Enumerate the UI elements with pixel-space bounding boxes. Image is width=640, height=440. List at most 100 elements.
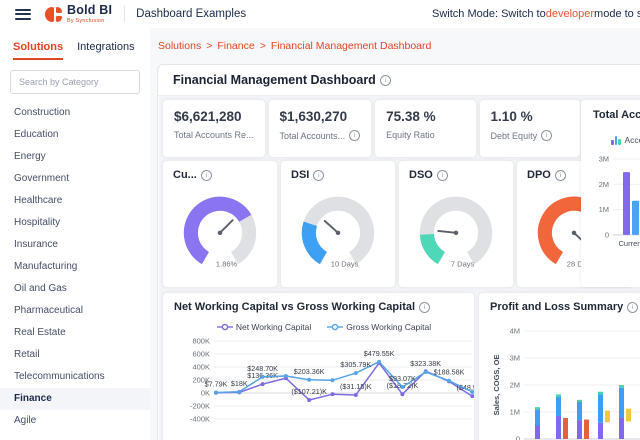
switch-mode-text: Switch Mode: Switch to	[432, 8, 546, 20]
sidebar-item-insurance[interactable]: Insurance	[14, 239, 58, 250]
svg-text:$305.79K: $305.79K	[340, 360, 371, 369]
y-axis-label: Sales, COGS, OE	[492, 355, 501, 416]
svg-text:0: 0	[605, 230, 609, 239]
svg-text:($48.50)K: ($48.50)K	[457, 383, 474, 392]
breadcrumb-item-solutions[interactable]: Solutions	[158, 40, 202, 52]
svg-text:4M: 4M	[510, 327, 520, 336]
gauge-value-label: 28 Days	[567, 260, 595, 269]
svg-text:$323.38K: $323.38K	[410, 359, 441, 368]
kpi-value: 1.10 %	[490, 109, 533, 124]
kpi-card-equity-ratio: 75.38 % Equity Ratio	[375, 100, 476, 157]
total-accounts-card: Total Accou Acco... 3M 2M 1M 0 Current	[581, 100, 640, 287]
gauge-title: DSI	[291, 169, 310, 181]
svg-text:400K: 400K	[192, 363, 210, 372]
brand-subtitle: By Syncfusion	[67, 17, 105, 24]
kpi-value: $6,621,280	[174, 109, 242, 124]
breadcrumb-item-finance[interactable]: Finance	[217, 40, 255, 52]
sidebar-item-pharmaceutical[interactable]: Pharmaceutical	[14, 305, 83, 316]
hamburger-menu-icon[interactable]	[15, 8, 31, 20]
total-accounts-legend[interactable]: Acco...	[611, 135, 640, 145]
kpi-card-total-accounts: $1,630,270 Total Accounts... i	[268, 100, 372, 157]
gauge-title: Cu...	[173, 169, 197, 181]
svg-text:2M: 2M	[599, 180, 609, 189]
kpi-label: Total Accounts Re...	[174, 130, 254, 140]
svg-text:$18K: $18K	[231, 379, 248, 388]
svg-text:3M: 3M	[510, 354, 520, 363]
legend-item-gross-working-capital[interactable]: Gross Working Capital	[327, 322, 431, 332]
kpi-value: 75.38 %	[386, 109, 436, 124]
sidebar-item-construction[interactable]: Construction	[14, 107, 71, 118]
gauge-title: DSO	[409, 169, 433, 181]
info-icon[interactable]: i	[200, 169, 212, 181]
legend-label: Acco...	[624, 135, 640, 145]
kpi-card-debt-equity: 1.10 % Debt Equity i	[479, 100, 580, 157]
switch-mode-text-suffix: mode to see	[594, 8, 640, 20]
svg-text:$7.79K: $7.79K	[205, 379, 228, 388]
working-capital-chart: 800K600K400K200K0K-200K-400K$136.36K($10…	[190, 337, 488, 424]
svg-text:Current: Current	[618, 239, 640, 248]
sidebar-tabs: Solutions Integrations	[0, 28, 150, 60]
info-icon[interactable]: i	[436, 169, 448, 181]
working-capital-title: Net Working Capital vs Gross Working Cap…	[174, 301, 416, 313]
sidebar-item-healthcare[interactable]: Healthcare	[14, 195, 63, 206]
kpi-label: Equity Ratio	[386, 130, 435, 140]
gauge-value-label: 1.86%	[216, 260, 238, 269]
gauge-card-dso: DSO i 7 Days	[399, 161, 513, 287]
svg-text:3M: 3M	[599, 155, 609, 164]
sidebar-item-finance[interactable]: Finance	[0, 388, 150, 410]
sidebar-item-agile[interactable]: Agile	[14, 415, 37, 426]
gauge-value-label: 10 Days	[331, 260, 359, 269]
svg-text:800K: 800K	[192, 337, 210, 346]
line-legend-marker-icon	[216, 323, 233, 331]
profit-loss-chart: 4M 3M 2M 1M 0 Sales, COGS, OE	[492, 327, 640, 440]
legend-item-net-working-capital[interactable]: Net Working Capital	[216, 322, 311, 332]
working-capital-card: Net Working Capital vs Gross Working Cap…	[163, 293, 488, 440]
svg-text:1M: 1M	[510, 408, 520, 417]
gauge-value-label: 7 Days	[451, 260, 475, 269]
brand-name: Bold BI	[67, 3, 113, 17]
sidebar-item-manufacturing[interactable]: Manufacturing	[14, 261, 78, 272]
info-icon[interactable]: i	[627, 301, 639, 313]
sidebar-item-education[interactable]: Education	[14, 129, 59, 140]
total-accounts-chart: 3M 2M 1M 0 Current	[599, 155, 640, 248]
developer-mode-link[interactable]: developer	[545, 8, 595, 20]
tab-solutions[interactable]: Solutions	[13, 41, 64, 60]
gauge-chart-dso: 7 Days	[419, 196, 493, 269]
header-divider	[124, 6, 126, 22]
total-accounts-title: Total Accou	[593, 109, 640, 121]
top-header: Bold BI By Syncfusion Dashboard Examples…	[0, 0, 640, 29]
gauge-card-cu: Cu... i 1.86%	[163, 161, 277, 287]
kpi-label: Total Accounts...	[279, 130, 346, 141]
info-icon[interactable]: i	[554, 169, 566, 181]
dashboard-title: Financial Management Dashboard	[173, 73, 376, 87]
sidebar-item-real-estate[interactable]: Real Estate	[14, 327, 66, 338]
tab-integrations[interactable]: Integrations	[77, 41, 135, 53]
breadcrumb-separator: >	[206, 40, 213, 52]
sidebar-item-government[interactable]: Government	[14, 173, 70, 184]
info-icon[interactable]: i	[313, 169, 325, 181]
svg-text:$203.36K: $203.36K	[294, 367, 325, 376]
bar-legend-icon	[611, 136, 621, 145]
info-icon[interactable]: i	[349, 130, 361, 141]
sidebar-item-hospitality[interactable]: Hospitality	[14, 217, 61, 228]
svg-text:0: 0	[516, 435, 520, 440]
dashboard-panel-header: Financial Management Dashboard i	[158, 65, 640, 96]
info-icon[interactable]: i	[419, 301, 431, 313]
sidebar-item-oil-and-gas[interactable]: Oil and Gas	[14, 283, 67, 294]
page-title: Dashboard Examples	[136, 8, 247, 20]
svg-text:($107.21)K: ($107.21)K	[291, 387, 327, 396]
search-input[interactable]	[11, 77, 136, 87]
svg-text:$93.07K: $93.07K	[389, 374, 416, 383]
info-icon[interactable]: i	[379, 74, 391, 86]
info-icon[interactable]: i	[541, 130, 553, 141]
boldbi-logo[interactable]: Bold BI By Syncfusion	[45, 4, 112, 24]
gauge-chart-cu: 1.86%	[183, 196, 257, 269]
sidebar-item-telecommunications[interactable]: Telecommunications	[14, 371, 105, 382]
legend-label: Gross Working Capital	[346, 322, 432, 332]
switch-mode-notice: Switch Mode: Switch to developer mode to…	[432, 0, 640, 28]
breadcrumb-separator: >	[259, 40, 266, 52]
sidebar-item-energy[interactable]: Energy	[14, 151, 46, 162]
sidebar-item-retail[interactable]: Retail	[14, 349, 40, 360]
kpi-value: $1,630,270	[279, 109, 348, 124]
